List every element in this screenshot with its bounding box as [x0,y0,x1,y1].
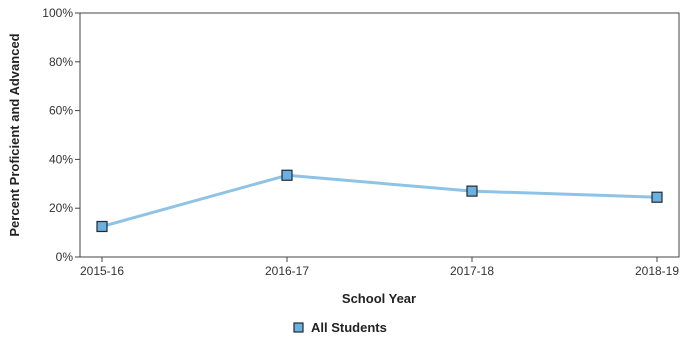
y-tick-label: 0% [56,250,74,264]
y-tick-label: 60% [49,104,73,118]
legend: All Students [293,320,387,335]
plot-frame [79,12,680,258]
x-tick-label: 2015-16 [80,264,124,278]
y-axis: 0% 20% 40% 60% 80% 100% [42,6,80,264]
x-axis: 2015-16 2016-17 2017-18 2018-19 [80,257,679,278]
x-tick-label: 2017-18 [450,264,494,278]
data-point-marker [466,185,478,197]
data-point-marker [281,169,293,181]
series-layer [96,169,663,233]
data-point-marker [651,191,663,203]
y-tick-label: 20% [49,201,73,215]
legend-label-all-students: All Students [311,320,387,335]
plot-border [79,12,680,258]
y-tick-label: 40% [49,152,73,166]
y-axis-title: Percent Proficient and Advanced [7,33,22,236]
series-line-all-students [101,173,658,228]
y-tick-label: 100% [42,6,73,20]
x-tick-label: 2018-19 [635,264,679,278]
data-point-marker [96,220,108,233]
legend-swatch-all-students [293,322,304,333]
x-tick-label: 2016-17 [265,264,309,278]
x-axis-title: School Year [342,291,416,306]
y-tick-label: 80% [49,55,73,69]
